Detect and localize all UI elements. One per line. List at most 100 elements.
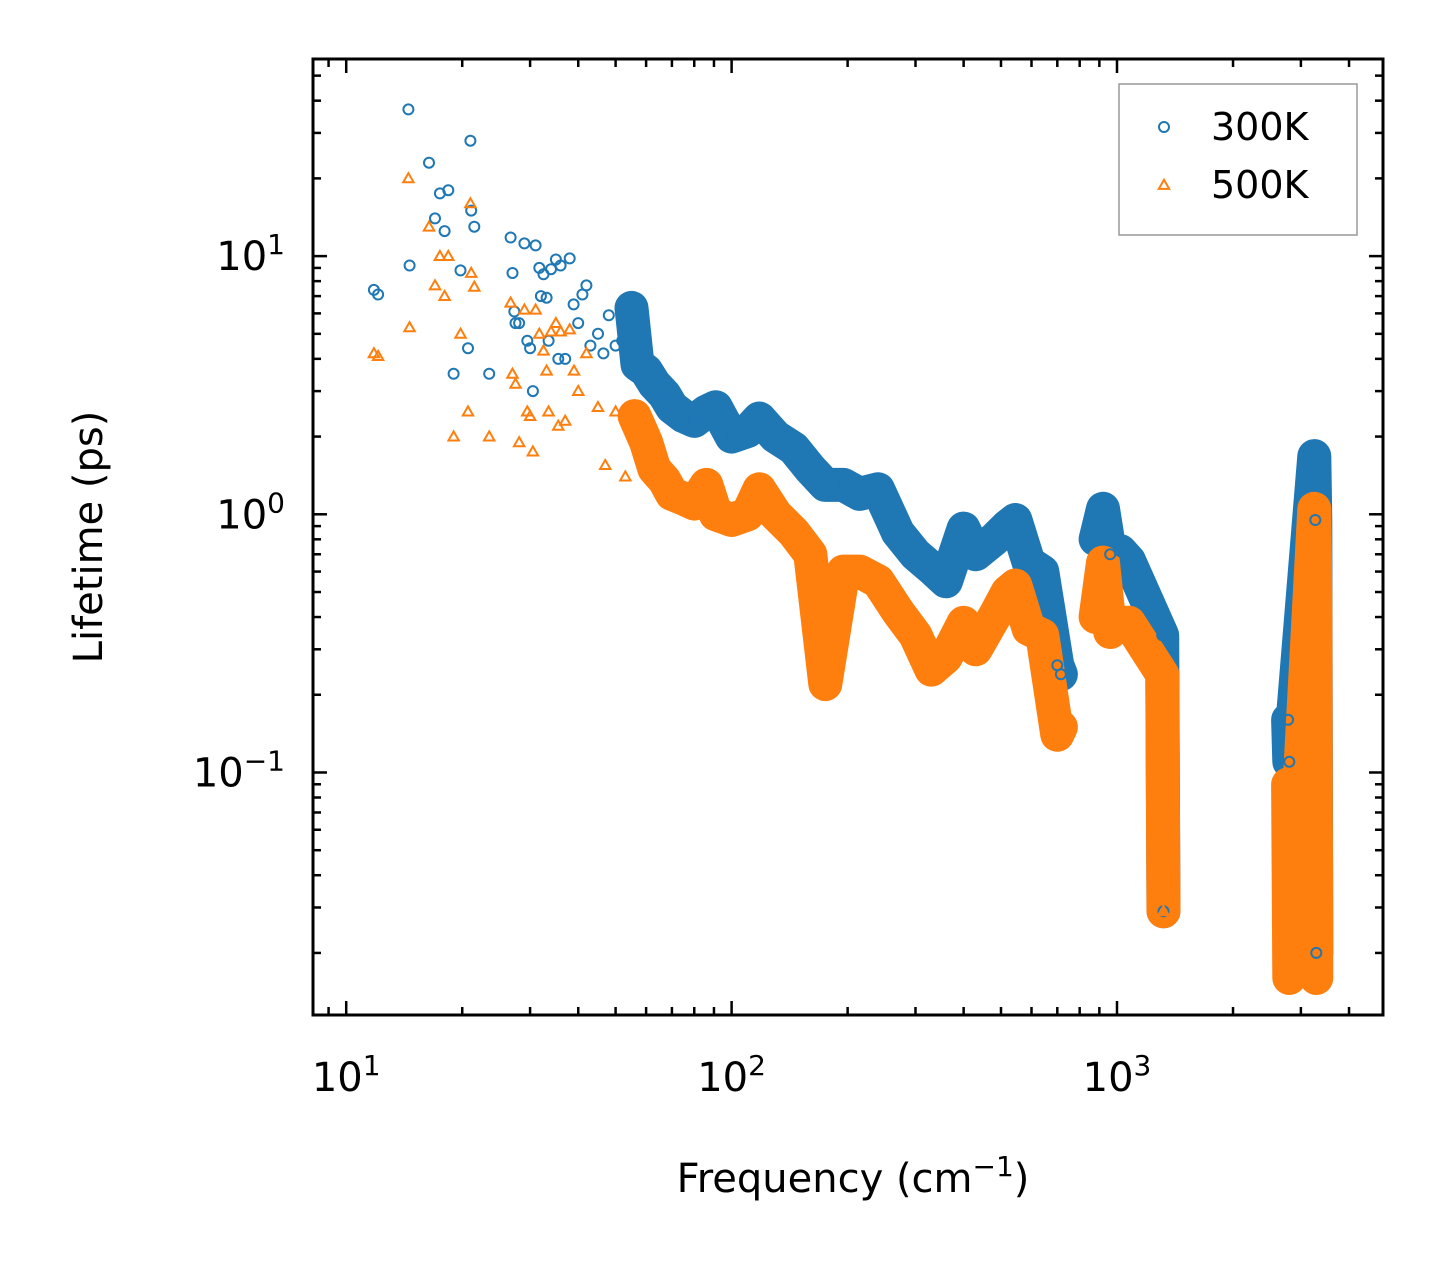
point-300K-31	[545, 263, 557, 276]
point-300K-69	[925, 561, 938, 574]
point-300K-3	[403, 259, 416, 272]
point-300K-36	[563, 252, 576, 265]
point-300K-53	[677, 410, 690, 423]
point-500K-14	[467, 279, 482, 292]
point-500K-41	[618, 469, 633, 482]
point-500K-39	[598, 457, 613, 471]
point-500K-82	[1282, 970, 1297, 983]
point-300K-89	[1308, 450, 1321, 463]
point-500K-4	[422, 219, 436, 232]
point-500K-70	[1021, 621, 1036, 634]
data-points	[366, 103, 1324, 983]
point-300K-85	[1156, 629, 1169, 642]
x-tick-label-1: 102	[697, 1049, 766, 1101]
dense-scatter-bands	[614, 290, 1334, 995]
point-300K-9	[447, 367, 460, 380]
point-300K-70	[940, 575, 952, 588]
point-300K-80	[1089, 533, 1102, 546]
point-500K-76	[1103, 624, 1118, 637]
point-300K-7	[438, 225, 451, 238]
point-500K-6	[432, 248, 447, 262]
point-500K-79	[1155, 667, 1170, 680]
point-500K-72	[1050, 727, 1065, 740]
point-500K-40	[608, 404, 623, 417]
point-300K-25	[529, 239, 542, 252]
point-500K-3	[402, 320, 417, 333]
point-300K-77	[1036, 565, 1049, 578]
point-500K-28	[541, 404, 556, 417]
legend-box	[1118, 83, 1358, 236]
point-300K-87	[1282, 713, 1295, 726]
point-500K-24	[528, 302, 543, 315]
point-500K-65	[956, 615, 971, 628]
point-300K-5	[429, 212, 441, 225]
point-500K-45	[657, 473, 672, 486]
point-300K-48	[631, 358, 644, 371]
point-300K-49	[640, 364, 653, 377]
point-500K-69	[1008, 578, 1023, 591]
point-500K-57	[818, 676, 833, 689]
y-tick-label-0: 10−1	[193, 744, 285, 796]
point-300K-57	[725, 430, 738, 443]
point-300K-19	[509, 317, 522, 330]
point-300K-52	[665, 401, 678, 414]
point-500K-50	[708, 507, 723, 520]
point-500K-43	[639, 435, 654, 448]
point-300K-60	[769, 430, 782, 443]
point-300K-65	[853, 487, 866, 500]
point-300K-10	[454, 264, 467, 277]
point-500K-33	[558, 413, 573, 426]
point-300K-17	[506, 267, 519, 279]
point-500K-26	[536, 343, 551, 356]
legend-marker-300K	[1158, 121, 1170, 133]
point-300K-82	[1104, 548, 1117, 561]
point-300K-15	[483, 367, 496, 380]
point-500K-62	[908, 628, 923, 641]
point-500K-74	[1088, 609, 1103, 622]
point-500K-9	[446, 429, 461, 442]
point-500K-35	[567, 363, 581, 376]
point-300K-13	[465, 204, 478, 217]
point-300K-34	[554, 259, 567, 272]
point-500K-85	[1309, 970, 1324, 983]
point-300K-20	[513, 317, 526, 330]
point-300K-79	[1054, 668, 1067, 681]
point-300K-4	[423, 156, 435, 169]
point-500K-17	[505, 366, 520, 379]
point-500K-44	[647, 461, 662, 474]
point-300K-84	[1123, 554, 1136, 567]
point-300K-71	[957, 522, 970, 535]
point-500K-51	[724, 512, 739, 525]
point-300K-81	[1097, 502, 1109, 515]
x-tick-label-2: 103	[1083, 1049, 1152, 1101]
point-500K-5	[428, 278, 442, 291]
point-500K-61	[890, 604, 905, 617]
point-500K-67	[987, 609, 1002, 622]
point-500K-13	[464, 265, 479, 278]
point-500K-53	[752, 482, 767, 495]
point-500K-27	[539, 363, 554, 376]
point-500K-34	[562, 322, 577, 335]
point-300K-44	[602, 309, 615, 322]
point-300K-11	[462, 342, 474, 355]
point-500K-83	[1307, 501, 1322, 514]
point-300K-66	[872, 483, 885, 496]
point-500K-48	[687, 496, 702, 509]
point-300K-73	[988, 533, 1001, 546]
point-300K-59	[753, 412, 766, 425]
point-300K-75	[1009, 514, 1022, 526]
point-500K-84	[1308, 584, 1323, 597]
point-500K-77	[1113, 615, 1128, 628]
y-tick-label-2: 101	[216, 228, 285, 280]
point-500K-59	[852, 564, 867, 577]
point-300K-1	[372, 288, 385, 301]
point-500K-75	[1096, 555, 1110, 568]
point-300K-64	[837, 478, 850, 491]
point-500K-22	[523, 408, 538, 422]
point-300K-61	[787, 442, 800, 455]
point-500K-80	[1156, 904, 1171, 917]
x-axis-label: Frequency (cm−1)	[677, 1150, 1030, 1202]
point-500K-20	[517, 302, 532, 315]
point-300K-33	[552, 352, 565, 365]
